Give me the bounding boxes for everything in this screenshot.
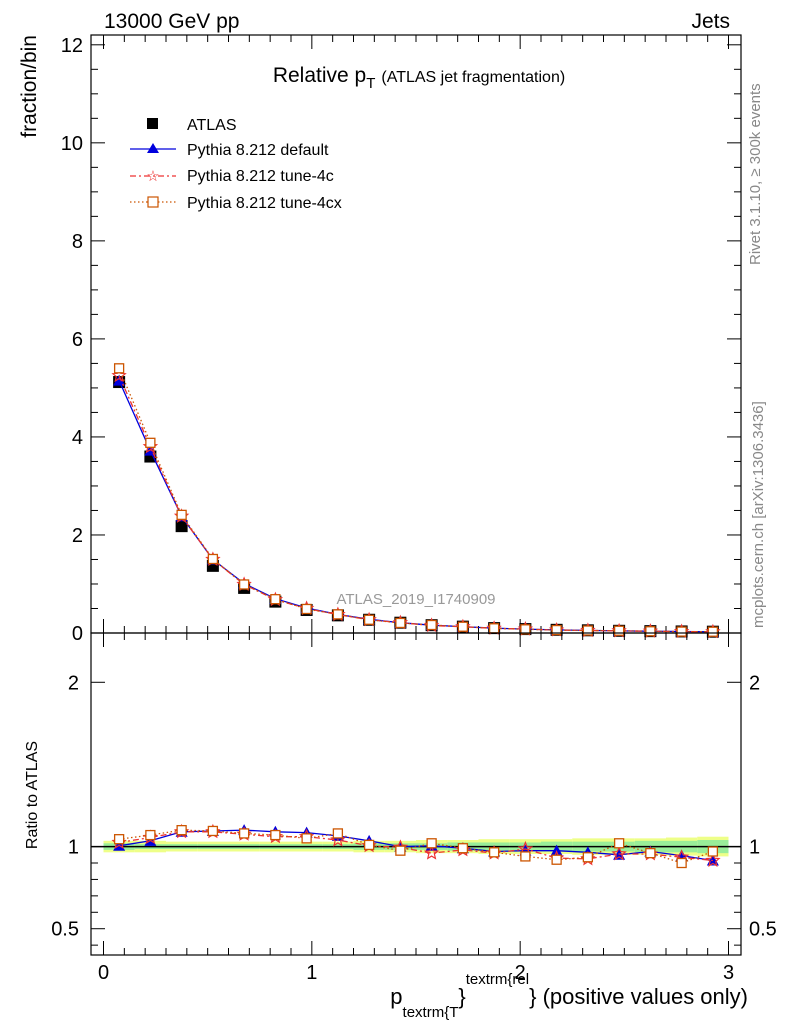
legend-label-tune4c: Pythia 8.212 tune-4c <box>187 168 334 185</box>
ratio-point-pythia-8-212-tune-4cx <box>488 847 500 858</box>
header-category-label: Jets <box>691 10 730 33</box>
ratio-point-pythia-8-212-tune-4cx <box>426 838 437 849</box>
ratio-ytick-label-right: 1 <box>749 837 760 859</box>
ratio-ytick-label-right: 0.5 <box>749 919 777 941</box>
main-point-pythia-8-212-tune-4cx <box>582 625 594 636</box>
main-title: Relative pT (ATLAS jet fragmentation) <box>273 64 565 92</box>
main-title-p: Relative p <box>273 64 366 87</box>
ratio-point-pythia-8-212-tune-4cx <box>395 845 406 856</box>
main-point-pythia-8-212-tune-4cx <box>332 609 344 620</box>
ratio-point-pythia-8-212-tune-4cx <box>363 839 375 851</box>
xaxis-label-rest: } (positive values only) <box>529 984 748 1009</box>
main-point-pythia-8-212-tune-4cx <box>145 437 156 448</box>
main-point-pythia-8-212-tune-4cx <box>301 603 312 615</box>
main-point-pythia-8-212-default <box>113 374 126 386</box>
legend-label-tune4cx: Pythia 8.212 tune-4cx <box>187 195 342 212</box>
ratio-point-pythia-8-212-tune-4cx <box>520 851 531 862</box>
main-ytick-label: 0 <box>72 623 83 645</box>
ratio-point-pythia-8-212-tune-4cx <box>332 828 344 839</box>
main-point-pythia-8-212-tune-4cx <box>270 594 281 605</box>
main-point-pythia-8-212-tune-4cx <box>426 619 437 631</box>
header-energy-label: 13000 GeV pp <box>104 10 239 33</box>
main-point-pythia-8-212-tune-4cx <box>113 363 125 374</box>
main-title-sub: T <box>366 75 375 92</box>
xtick-label: 2 <box>515 962 526 984</box>
ratio-point-pythia-8-212-tune-4cx <box>113 834 125 845</box>
ratio-plot: 0.5 0.5 1 1 2 2 0 1 2 3 Ratio to ATLAS <box>24 632 777 984</box>
xtick-label: 0 <box>98 962 109 984</box>
main-point-pythia-8-212-tune-4cx <box>238 579 250 590</box>
legend: ATLAS Pythia 8.212 default ☆ Pythia 8.21… <box>130 117 342 212</box>
ratio-point-pythia-8-212-tune-4cx <box>145 829 156 841</box>
ratio-line-pythia-8-212-tune-4c <box>118 831 713 862</box>
main-title-rest: (ATLAS jet fragmentation) <box>381 69 565 86</box>
legend-marker-atlas <box>147 118 158 129</box>
legend-label-atlas: ATLAS <box>187 117 237 134</box>
rivet-version-label: Rivet 3.1.10, ≥ 300k events <box>747 83 764 265</box>
xtick-label: 1 <box>306 962 317 984</box>
ratio-point-pythia-8-212-tune-4c <box>611 845 627 861</box>
main-line-pythia-8-212-tune-4cx <box>118 368 713 633</box>
main-point-atlas <box>175 520 188 533</box>
ratio-point-pythia-8-212-tune-4c <box>423 845 440 860</box>
main-point-pythia-8-212-tune-4cx <box>707 626 719 637</box>
ratio-line-pythia-8-212-tune-4cx <box>119 829 714 864</box>
main-point-pythia-8-212-tune-4cx <box>488 623 500 634</box>
main-point-pythia-8-212-tune-4cx <box>176 509 187 521</box>
main-ytick-label: 6 <box>72 329 83 351</box>
ratio-point-pythia-8-212-tune-4cx <box>613 838 625 849</box>
main-point-pythia-8-212-tune-4cx <box>457 621 469 632</box>
legend-marker-default <box>147 143 159 153</box>
ratio-point-pythia-8-212-tune-4cx <box>582 852 594 863</box>
main-point-pythia-8-212-tune-4cx <box>551 624 562 636</box>
ratio-point-pythia-8-212-tune-4cx <box>551 854 562 865</box>
ratio-point-pythia-8-212-tune-4cx <box>270 829 281 841</box>
main-point-pythia-8-212-tune-4c <box>111 367 127 383</box>
ratio-ytick-label-left: 1 <box>68 837 79 859</box>
ratio-point-pythia-8-212-tune-4cx <box>207 825 219 837</box>
main-point-pythia-8-212-tune-4cx <box>207 553 219 565</box>
ratio-point-pythia-8-212-tune-4cx <box>238 828 250 839</box>
legend-marker-tune4c: ☆ <box>146 168 159 185</box>
xaxis-label-sub: textrm{T <box>403 1004 459 1021</box>
ratio-point-pythia-8-212-tune-4cx <box>176 824 187 836</box>
xtick-label: 3 <box>723 962 734 984</box>
mcplots-label: mcplots.cern.ch [arXiv:1306.3436] <box>750 401 767 628</box>
watermark-label: ATLAS_2019_I1740909 <box>336 591 495 608</box>
main-ytick-label: 4 <box>72 427 83 449</box>
main-point-pythia-8-212-tune-4cx <box>363 614 375 625</box>
main-point-pythia-8-212-tune-4cx <box>520 624 531 635</box>
main-ytick-label: 8 <box>72 231 83 253</box>
ratio-series-layer <box>111 823 721 869</box>
ratio-ylabel: Ratio to ATLAS <box>24 741 41 849</box>
ratio-ytick-label-right: 2 <box>749 672 760 694</box>
ratio-ytick-label-left: 0.5 <box>51 919 79 941</box>
main-ytick-label: 2 <box>72 525 83 547</box>
ratio-point-pythia-8-212-tune-4cx <box>301 833 312 844</box>
legend-marker-tune4cx <box>147 196 159 208</box>
main-point-pythia-8-212-tune-4cx <box>676 626 687 637</box>
ratio-axes: 0.5 0.5 1 1 2 2 0 1 2 3 <box>51 633 777 984</box>
xaxis-label-close: } <box>458 984 465 1009</box>
legend-label-default: Pythia 8.212 default <box>187 142 329 159</box>
ratio-point-pythia-8-212-tune-4cx <box>457 843 469 854</box>
main-plot: Relative pT (ATLAS jet fragmentation) fra… <box>18 34 742 645</box>
xaxis-label-p: p <box>390 984 402 1009</box>
ratio-point-pythia-8-212-tune-4cx <box>707 846 719 857</box>
main-ytick-label: 10 <box>61 133 83 155</box>
main-ylabel: fraction/bin <box>18 35 41 138</box>
ratio-point-pythia-8-212-tune-4cx <box>645 847 656 859</box>
ratio-point-pythia-8-212-tune-4cx <box>676 857 687 869</box>
xaxis-label: ptextrm{T}textrm{rel} (positive values o… <box>390 971 748 1021</box>
main-point-pythia-8-212-tune-4cx <box>613 625 625 636</box>
ratio-ytick-label-left: 2 <box>68 672 79 694</box>
main-axes: 0 2 4 6 8 10 12 <box>61 35 741 645</box>
ratio-plot-frame <box>90 632 742 956</box>
xaxis-label-sup: textrm{rel <box>466 971 529 988</box>
main-point-pythia-8-212-tune-4cx <box>395 617 406 629</box>
ratio-point-pythia-8-212-tune-4c <box>705 852 721 868</box>
main-ytick-label: 12 <box>61 35 83 57</box>
main-point-pythia-8-212-tune-4cx <box>645 626 656 637</box>
